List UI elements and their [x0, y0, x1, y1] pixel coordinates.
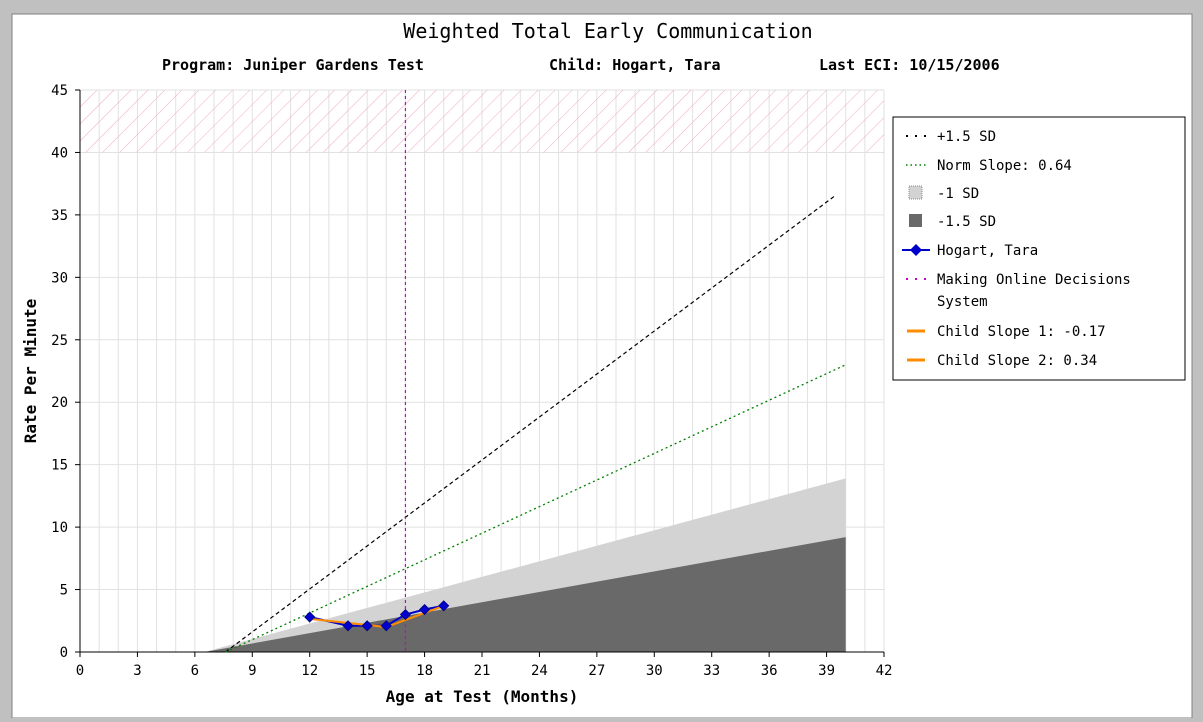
y-axis-label: Rate Per Minute: [21, 299, 40, 444]
x-tick-label: 0: [76, 663, 84, 679]
y-tick-label: 20: [51, 395, 68, 411]
x-tick-label: 30: [646, 663, 663, 679]
x-tick-label: 9: [248, 663, 256, 679]
data-point: [361, 620, 373, 632]
legend-symbol: [908, 185, 923, 200]
x-tick-label: 18: [416, 663, 433, 679]
y-tick-label: 35: [51, 208, 68, 224]
data-point: [304, 611, 316, 623]
legend-label: Child Slope 2: 0.34: [937, 353, 1097, 369]
data-point: [399, 608, 411, 621]
legend-box: [892, 116, 1186, 381]
x-tick-label: 33: [703, 663, 720, 679]
child-label: Child: Hogart, Tara: [549, 56, 721, 74]
x-axis-label: Age at Test (Months): [386, 687, 579, 706]
data-point: [419, 603, 431, 616]
x-tick-label: 12: [301, 663, 318, 679]
y-tick-label: 5: [60, 583, 68, 599]
x-tick-label: 6: [191, 663, 199, 679]
last-eci-label: Last ECI: 10/15/2006: [819, 56, 1000, 74]
y-tick-label: 25: [51, 333, 68, 349]
x-tick-label: 27: [588, 663, 605, 679]
program-label: Program: Juniper Gardens Test: [162, 56, 424, 74]
legend-symbol: [909, 214, 922, 227]
plus-1-5-sd-line: [225, 194, 837, 653]
legend-label: Norm Slope: 0.64: [937, 158, 1072, 174]
plot-area: 0 3 6 9 12 15 18 21 24 27 30 33 36 39 4205101520253035…: [51, 83, 892, 679]
legend-label: Making Online Decisions: [937, 272, 1131, 288]
y-tick-label: 45: [51, 83, 68, 99]
y-tick-label: 10: [51, 520, 68, 536]
y-tick-label: 30: [51, 270, 68, 286]
legend-label: -1.5 SD: [937, 214, 996, 230]
y-tick-label: 40: [51, 145, 68, 161]
legend: +1.5 SD Norm Slope: 0.64 -1 SD -1.5 SD Hogar…: [892, 116, 1186, 381]
legend-label: Hogart, Tara: [937, 243, 1038, 259]
data-point: [380, 620, 392, 632]
legend-symbol: [910, 244, 922, 256]
x-tick-label: 15: [359, 663, 376, 679]
data-point: [438, 600, 450, 612]
legend-label: -1 SD: [937, 186, 979, 202]
x-tick-label: 24: [531, 663, 548, 679]
y-tick-label: 0: [60, 645, 68, 661]
x-tick-label: 3: [133, 663, 141, 679]
legend-label: System: [937, 294, 988, 310]
chart-title: Weighted Total Early Communication: [403, 19, 812, 43]
x-tick-label: 42: [876, 663, 893, 679]
legend-label: +1.5 SD: [937, 129, 996, 145]
child-slope-2-line: [385, 604, 445, 628]
hatched-region: [80, 90, 884, 153]
legend-label: Child Slope 1: -0.17: [937, 324, 1106, 340]
x-tick-label: 39: [818, 663, 835, 679]
y-tick-label: 15: [51, 458, 68, 474]
x-tick-label: 21: [474, 663, 491, 679]
x-tick-label: 36: [761, 663, 778, 679]
data-point: [342, 620, 354, 632]
norm-slope-line: [225, 364, 846, 653]
